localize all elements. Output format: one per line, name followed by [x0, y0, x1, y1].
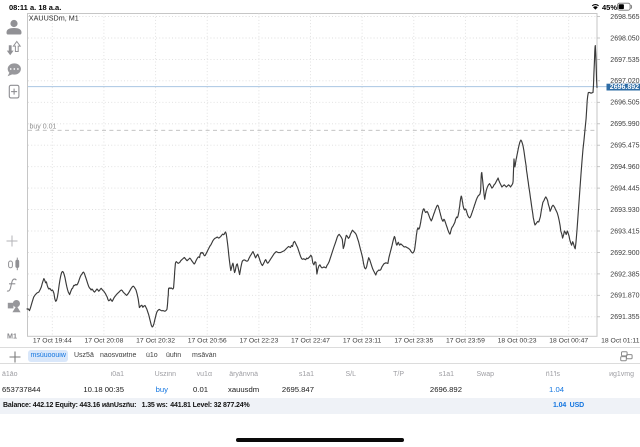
svg-text:2698.565: 2698.565	[610, 14, 639, 21]
svg-text:17 Oct 20:32: 17 Oct 20:32	[136, 338, 175, 345]
svg-text:2697.535: 2697.535	[610, 57, 639, 64]
svg-text:17 Oct 23:11: 17 Oct 23:11	[343, 338, 382, 345]
svg-text:2696.892: 2696.892	[610, 84, 639, 91]
svg-text:2696.505: 2696.505	[610, 100, 639, 107]
svg-text:2691.870: 2691.870	[610, 293, 639, 300]
svg-text:2693.930: 2693.930	[610, 207, 639, 214]
svg-text:2697.020: 2697.020	[610, 78, 639, 85]
svg-text:2693.415: 2693.415	[610, 228, 639, 235]
svg-text:2694.445: 2694.445	[610, 186, 639, 193]
svg-text:2695.475: 2695.475	[610, 143, 639, 150]
svg-text:18 Oct 01:11: 18 Oct 01:11	[601, 338, 640, 345]
svg-text:18 Oct 00:47: 18 Oct 00:47	[549, 338, 588, 345]
svg-text:2692.385: 2692.385	[610, 271, 639, 278]
svg-text:2695.990: 2695.990	[610, 121, 639, 128]
svg-text:XAUUSDm, M1: XAUUSDm, M1	[29, 14, 79, 23]
svg-text:17 Oct 22:23: 17 Oct 22:23	[239, 338, 278, 345]
svg-text:buy 0.01: buy 0.01	[30, 124, 57, 131]
svg-text:18 Oct 00:23: 18 Oct 00:23	[498, 338, 537, 345]
svg-text:17 Oct 20:56: 17 Oct 20:56	[188, 338, 227, 345]
svg-text:2691.355: 2691.355	[610, 314, 639, 321]
svg-text:17 Oct 19:44: 17 Oct 19:44	[33, 338, 72, 345]
svg-text:2694.960: 2694.960	[610, 164, 639, 171]
svg-text:17 Oct 23:35: 17 Oct 23:35	[394, 338, 433, 345]
svg-text:17 Oct 23:59: 17 Oct 23:59	[446, 338, 485, 345]
svg-text:2692.900: 2692.900	[610, 250, 639, 257]
svg-text:M1: M1	[7, 332, 17, 341]
svg-text:2698.050: 2698.050	[610, 35, 639, 42]
svg-text:17 Oct 22:47: 17 Oct 22:47	[291, 338, 330, 345]
svg-text:17 Oct 20:08: 17 Oct 20:08	[84, 338, 123, 345]
